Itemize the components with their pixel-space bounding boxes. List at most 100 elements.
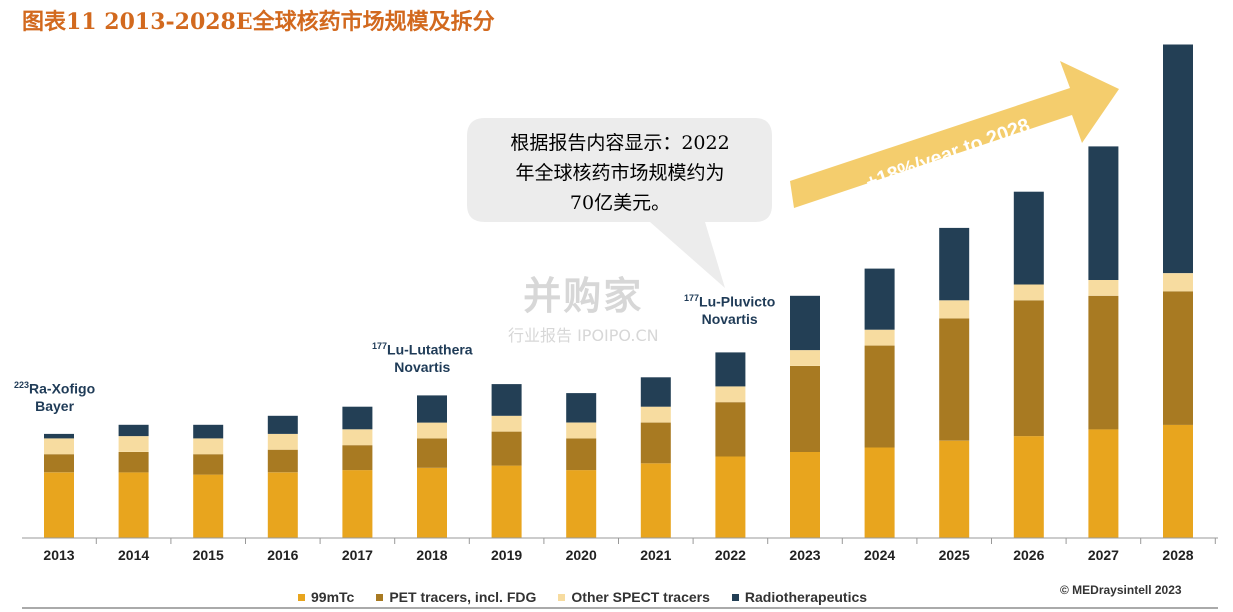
bar-99mtc-2019 <box>491 465 522 538</box>
callout-shape <box>467 118 772 288</box>
bar-radio-2026 <box>1013 191 1044 285</box>
x-tick-label-2016: 2016 <box>267 547 298 563</box>
callout-line-2: 年全球核药市场规模约为 <box>515 162 725 184</box>
legend-item-spect: Other SPECT tracers <box>558 589 710 605</box>
bar-radio-2017 <box>342 406 373 430</box>
bar-radio-2021 <box>640 377 671 407</box>
bar-pet-2015 <box>193 454 224 475</box>
pluvicto-company: Novartis <box>701 310 758 327</box>
bar-spect-2014 <box>118 436 149 452</box>
legend-label-radio: Radiotherapeutics <box>744 589 868 605</box>
x-tick-label-2025: 2025 <box>939 547 970 563</box>
bar-99mtc-2025 <box>939 440 970 538</box>
x-tick-label-2013: 2013 <box>43 547 74 563</box>
bar-pet-2014 <box>118 452 149 473</box>
bar-99mtc-2026 <box>1013 436 1044 538</box>
bar-99mtc-2022 <box>715 456 746 538</box>
bar-pet-2017 <box>342 445 373 471</box>
bar-pet-2016 <box>267 449 298 473</box>
pluvicto-isotope: 177 <box>684 293 700 303</box>
lutathera-name: Lu-Lutathera <box>387 341 473 358</box>
bar-spect-2013 <box>44 438 74 455</box>
bar-spect-2025 <box>939 300 970 319</box>
x-tick-label-2024: 2024 <box>864 547 895 563</box>
bar-99mtc-2013 <box>44 472 74 538</box>
bar-99mtc-2020 <box>566 470 597 538</box>
bar-radio-2014 <box>118 424 149 437</box>
bar-radio-2023 <box>790 295 820 351</box>
legend-item-99mtc: 99mTc <box>298 589 354 605</box>
lutathera-isotope: 177 <box>372 341 388 351</box>
bar-spect-2028 <box>1163 273 1193 292</box>
bar-spect-2027 <box>1088 279 1119 296</box>
legend-swatch-pet <box>376 593 384 601</box>
bar-spect-2018 <box>417 422 447 439</box>
bar-spect-2016 <box>267 433 298 450</box>
bar-spect-2023 <box>790 350 820 366</box>
bar-radio-2022 <box>715 352 746 387</box>
bar-99mtc-2021 <box>640 463 671 538</box>
legend-swatch-spect <box>558 593 566 601</box>
x-tick-label-2018: 2018 <box>416 547 447 563</box>
bar-radio-2020 <box>566 393 597 423</box>
bar-99mtc-2018 <box>417 467 447 538</box>
x-tick-label-2023: 2023 <box>789 547 820 563</box>
bar-spect-2015 <box>193 438 224 455</box>
bar-99mtc-2015 <box>193 474 224 538</box>
bar-99mtc-2014 <box>118 472 149 538</box>
bar-radio-2019 <box>491 384 522 416</box>
x-tick-label-2017: 2017 <box>342 547 373 563</box>
bar-spect-2022 <box>715 386 746 403</box>
lutathera-company: Novartis <box>394 358 451 375</box>
x-tick-label-2026: 2026 <box>1013 547 1044 563</box>
x-tick-label-2019: 2019 <box>491 547 522 563</box>
bar-pet-2022 <box>715 402 746 457</box>
bar-pet-2028 <box>1163 291 1193 425</box>
lutathera-label: 177Lu-Lutathera Novartis <box>372 338 473 376</box>
bar-99mtc-2028 <box>1163 424 1193 538</box>
bar-99mtc-2024 <box>864 447 895 538</box>
bar-spect-2024 <box>864 329 895 346</box>
copyright-text: © MEDraysintell 2023 <box>1060 583 1182 597</box>
bar-pet-2024 <box>864 345 895 448</box>
pluvicto-name: Lu-Pluvicto <box>699 293 776 310</box>
growth-arrow-shape <box>790 61 1119 208</box>
bar-pet-2019 <box>491 431 522 466</box>
bar-pet-2013 <box>44 454 74 473</box>
pluvicto-label: 177Lu-Pluvicto Novartis <box>684 290 775 328</box>
bar-radio-2015 <box>193 424 224 439</box>
bar-99mtc-2027 <box>1088 429 1119 538</box>
xofigo-company: Bayer <box>35 397 75 414</box>
legend-label-pet: PET tracers, incl. FDG <box>389 589 537 605</box>
bar-radio-2024 <box>864 268 895 330</box>
bar-radio-2027 <box>1088 146 1119 280</box>
bar-99mtc-2016 <box>267 472 298 538</box>
bar-99mtc-2017 <box>342 470 373 538</box>
callout-text: 根据报告内容显示：2022 年全球核药市场规模约为 70亿美元。 <box>470 128 770 218</box>
x-tick-label-2027: 2027 <box>1088 547 1119 563</box>
page-title: 图表11 2013-2028E全球核药市场规模及拆分 <box>22 9 495 35</box>
legend-label-99mtc: 99mTc <box>311 589 355 605</box>
legend-item-radio: Radiotherapeutics <box>731 589 868 605</box>
bar-pet-2020 <box>566 438 597 471</box>
x-tick-label-2022: 2022 <box>715 547 746 563</box>
bar-pet-2025 <box>939 318 970 441</box>
bar-radio-2013 <box>44 433 74 439</box>
watermark-sub: 行业报告 IPOIPO.CN <box>508 326 659 345</box>
callout-bubble <box>467 118 772 288</box>
bar-radio-2016 <box>267 415 298 434</box>
watermark-main: 并购家 <box>523 274 644 318</box>
xofigo-label: 223Ra-Xofigo Bayer <box>14 377 95 415</box>
growth-arrow: +18%/year to 2028 <box>790 61 1119 208</box>
bar-spect-2021 <box>640 406 671 423</box>
legend-swatch-radio <box>731 593 739 601</box>
x-tick-label-2014: 2014 <box>118 547 149 563</box>
bar-radio-2028 <box>1163 44 1193 274</box>
bar-radio-2018 <box>417 395 447 423</box>
bar-pet-2026 <box>1013 300 1044 437</box>
legend-label-spect: Other SPECT tracers <box>571 589 710 605</box>
bar-pet-2027 <box>1088 295 1119 430</box>
chart-legend: 99mTc PET tracers, incl. FDG Other SPECT t… <box>298 586 867 608</box>
x-tick-label-2021: 2021 <box>640 547 671 563</box>
